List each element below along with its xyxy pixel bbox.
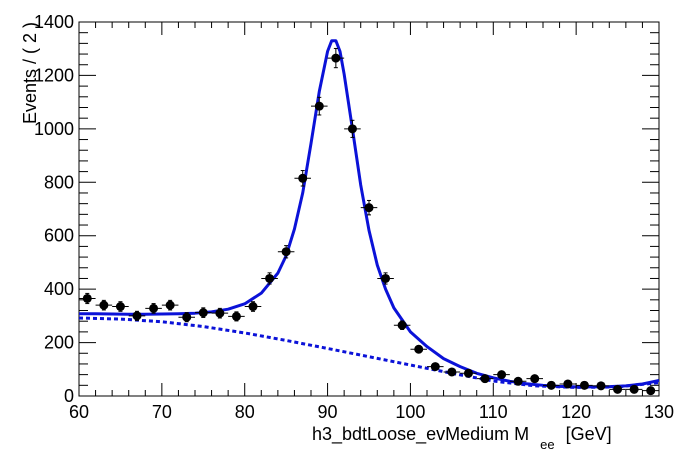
axis-ticks-layer: 60 70 80 90 100 110 120 130 0 200 400 600 800 1000 120… bbox=[34, 12, 674, 422]
data-point bbox=[347, 124, 357, 134]
y-tick-label: 1000 bbox=[34, 119, 74, 139]
x-tick-label: 90 bbox=[318, 402, 338, 422]
data-point bbox=[215, 308, 225, 318]
plot-frame bbox=[78, 21, 660, 397]
data-point bbox=[165, 300, 175, 310]
y-tick-label: 600 bbox=[44, 226, 74, 246]
data-point bbox=[231, 311, 241, 321]
data-point bbox=[198, 308, 208, 318]
data-point bbox=[596, 381, 606, 391]
data-point bbox=[646, 386, 656, 396]
data-points-layer bbox=[79, 47, 659, 396]
data-point bbox=[331, 53, 341, 63]
data-point bbox=[530, 374, 540, 384]
data-point bbox=[149, 303, 159, 313]
data-point bbox=[497, 370, 507, 380]
data-point bbox=[82, 293, 92, 303]
data-point bbox=[132, 311, 142, 321]
data-point bbox=[248, 302, 258, 312]
data-point bbox=[397, 320, 407, 330]
data-point bbox=[414, 344, 424, 354]
x-tick-label: 80 bbox=[235, 402, 255, 422]
y-tick-label: 800 bbox=[44, 172, 74, 192]
data-point bbox=[298, 173, 308, 183]
y-tick-label: 400 bbox=[44, 279, 74, 299]
y-tick-label: 0 bbox=[64, 386, 74, 406]
x-tick-label: 130 bbox=[644, 402, 674, 422]
x-tick-label: 110 bbox=[479, 402, 508, 422]
data-point bbox=[182, 312, 192, 322]
data-point bbox=[430, 362, 440, 372]
data-point bbox=[314, 101, 324, 111]
x-axis-title: h3_bdtLoose_evMedium M ee [GeV] bbox=[312, 424, 612, 453]
y-axis-title: Events / ( 2 ) bbox=[20, 22, 40, 124]
x-tick-label: 60 bbox=[69, 402, 89, 422]
x-tick-label: 70 bbox=[152, 402, 172, 422]
x-tick-label: 100 bbox=[395, 402, 425, 422]
data-point bbox=[579, 380, 589, 390]
x-axis-title-unit: [GeV] bbox=[566, 424, 612, 444]
y-tick-label: 1200 bbox=[34, 65, 74, 85]
y-tick-label: 200 bbox=[44, 333, 74, 353]
data-point bbox=[563, 379, 573, 389]
background-fit-curve bbox=[78, 316, 660, 389]
data-point bbox=[463, 368, 473, 378]
x-axis-title-subscript: ee bbox=[540, 437, 554, 452]
data-point bbox=[546, 380, 556, 390]
data-point bbox=[613, 384, 623, 394]
data-point bbox=[447, 367, 457, 377]
data-point bbox=[281, 247, 291, 257]
background-fit-layer bbox=[78, 316, 660, 389]
data-point bbox=[364, 203, 374, 213]
data-point bbox=[513, 376, 523, 386]
x-tick-label: 120 bbox=[561, 402, 591, 422]
y-tick-label: 1400 bbox=[34, 12, 74, 32]
data-point bbox=[115, 302, 125, 312]
data-point bbox=[99, 300, 109, 310]
plot-frame-layer bbox=[78, 21, 660, 397]
x-axis-title-main: h3_bdtLoose_evMedium M bbox=[312, 424, 529, 445]
data-point bbox=[629, 384, 639, 394]
data-point bbox=[480, 374, 490, 384]
data-point bbox=[381, 273, 391, 283]
data-point bbox=[265, 273, 275, 283]
